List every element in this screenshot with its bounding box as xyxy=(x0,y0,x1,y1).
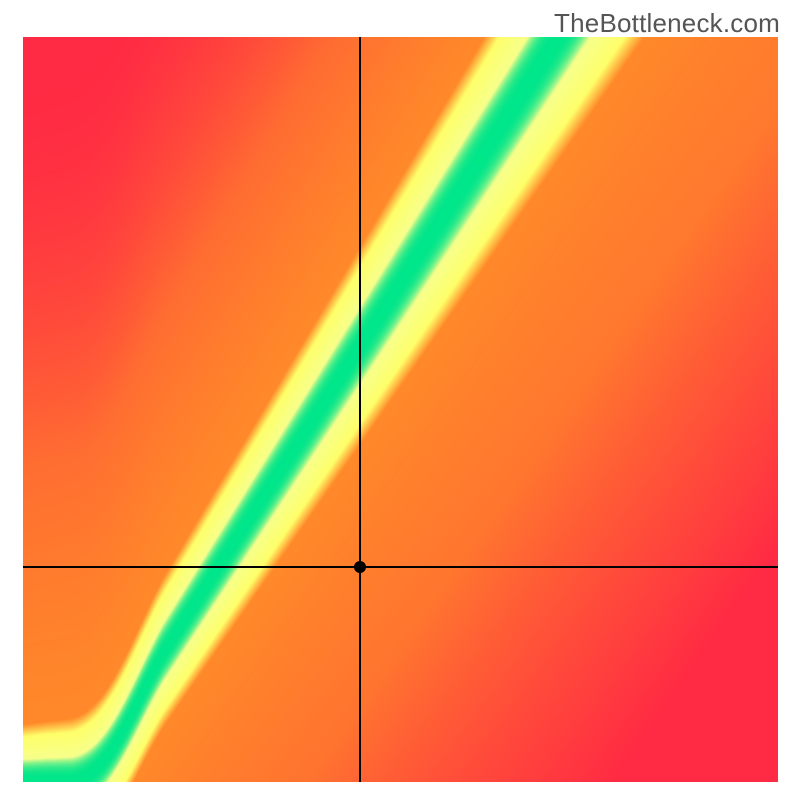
watermark-label: TheBottleneck.com xyxy=(554,8,780,39)
crosshair-horizontal xyxy=(23,566,778,568)
crosshair-vertical xyxy=(359,37,361,782)
bottleneck-heatmap xyxy=(23,37,778,782)
